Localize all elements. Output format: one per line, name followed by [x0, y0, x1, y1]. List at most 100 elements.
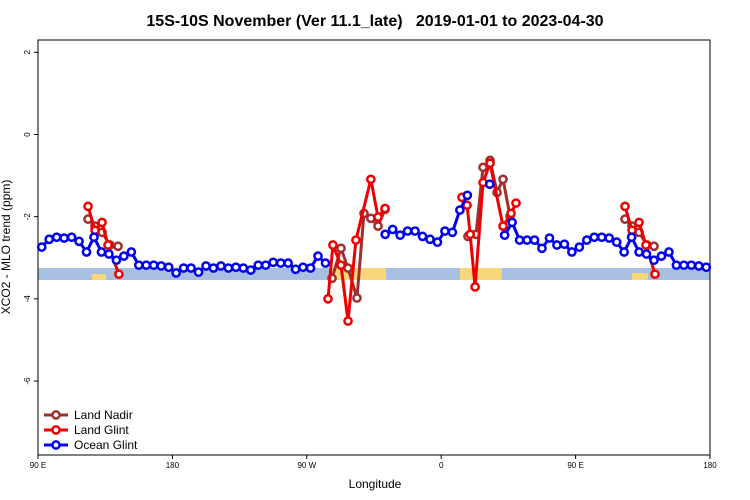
point	[336, 243, 346, 254]
point	[425, 234, 435, 245]
chart-title: 15S-10S November (Ver 11.1_late) 2019-01…	[146, 13, 603, 30]
point	[604, 233, 615, 243]
y-tick-label: -6	[23, 377, 32, 385]
point	[74, 236, 84, 247]
legend-label: Ocean Glint	[74, 438, 138, 452]
point	[581, 235, 592, 245]
point	[260, 260, 271, 271]
point	[559, 239, 570, 250]
point	[432, 237, 443, 248]
point	[103, 240, 113, 250]
point	[611, 237, 622, 248]
point	[649, 241, 659, 252]
point	[171, 268, 181, 278]
point	[89, 232, 99, 243]
point	[507, 217, 517, 228]
point	[283, 258, 293, 268]
legend-label: Land Glint	[74, 423, 129, 437]
point	[552, 240, 562, 250]
point	[148, 260, 159, 271]
point	[686, 260, 697, 271]
point	[567, 247, 577, 257]
point	[634, 247, 644, 257]
point	[343, 316, 353, 326]
point	[133, 260, 144, 271]
point	[417, 231, 428, 242]
point	[589, 232, 600, 243]
point	[529, 235, 540, 245]
legend-marker	[51, 425, 61, 435]
point	[328, 240, 338, 250]
point	[499, 230, 510, 241]
point	[36, 242, 47, 252]
point	[395, 230, 405, 241]
point	[641, 249, 652, 259]
point	[51, 232, 62, 243]
point	[96, 247, 107, 257]
y-tick-label: -2	[23, 213, 32, 221]
point	[574, 242, 585, 252]
point	[223, 263, 234, 273]
point	[485, 158, 495, 169]
point	[701, 262, 712, 273]
x-tick-label: 90 W	[297, 461, 316, 470]
x-axis-label: Longitude	[349, 477, 402, 491]
point	[664, 247, 674, 257]
legend-marker	[51, 410, 61, 420]
point	[245, 265, 256, 275]
point	[410, 226, 420, 236]
point	[634, 217, 644, 228]
point	[649, 255, 659, 266]
point	[626, 232, 637, 243]
point	[163, 262, 174, 273]
point	[380, 203, 390, 214]
point	[320, 258, 331, 268]
point	[478, 162, 488, 173]
point	[59, 233, 69, 243]
point	[253, 260, 264, 271]
point	[66, 232, 77, 243]
point	[514, 235, 525, 245]
point	[373, 221, 383, 231]
point	[238, 263, 249, 273]
point	[650, 269, 660, 280]
point	[351, 235, 361, 245]
point	[305, 263, 316, 273]
point	[484, 179, 495, 190]
point	[178, 263, 189, 273]
y-axis-label: XCO2 - MLO trend (ppm)	[0, 180, 13, 315]
point	[216, 261, 226, 271]
point	[619, 247, 629, 257]
point	[380, 229, 391, 240]
point	[298, 262, 308, 273]
point	[693, 261, 704, 271]
y-tick-label: -4	[23, 295, 32, 303]
point	[366, 174, 376, 185]
land-patch	[632, 273, 648, 280]
point	[498, 174, 508, 185]
point	[352, 293, 362, 303]
point	[402, 226, 413, 236]
x-tick-label: 0	[439, 461, 444, 470]
point	[126, 247, 137, 257]
point	[440, 226, 450, 236]
point	[104, 249, 114, 259]
point	[156, 261, 167, 271]
point	[656, 251, 667, 261]
point	[537, 243, 547, 254]
point	[44, 234, 55, 245]
point	[111, 255, 122, 266]
point	[186, 263, 196, 273]
point	[97, 217, 107, 228]
point	[336, 260, 346, 271]
point	[81, 247, 92, 257]
point	[462, 190, 473, 201]
point	[470, 282, 480, 292]
point	[268, 257, 279, 268]
point	[313, 251, 323, 261]
point	[511, 198, 521, 208]
point	[641, 240, 651, 250]
point	[323, 294, 333, 304]
legend-label: Land Nadir	[74, 408, 133, 422]
